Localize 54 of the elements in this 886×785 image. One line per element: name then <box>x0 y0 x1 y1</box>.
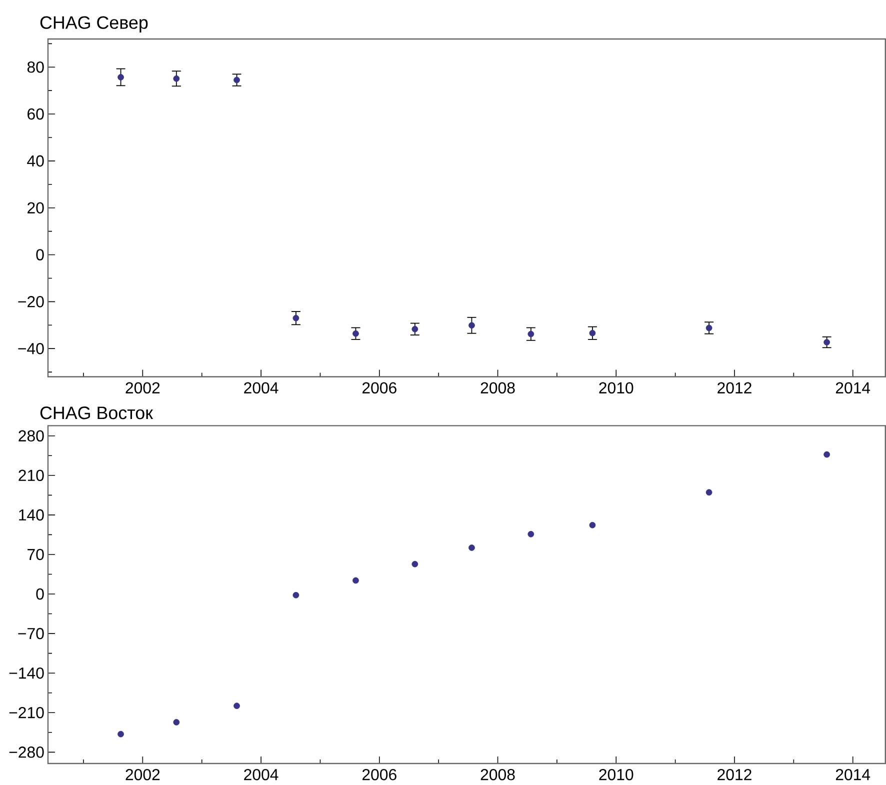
x-tick-label: 2002 <box>126 382 160 394</box>
y-tick-label: 0 <box>36 248 44 260</box>
point <box>352 577 359 584</box>
x-tick-label: 2008 <box>480 768 515 780</box>
y-tick-label: −140 <box>9 667 44 679</box>
y-tick-label: −40 <box>18 342 44 354</box>
x-tick-label: 2008 <box>480 382 515 394</box>
y-tick-label: 80 <box>27 61 44 73</box>
x-tick-label: 2002 <box>126 768 160 780</box>
x-tick-label: 2014 <box>836 768 870 780</box>
point <box>118 730 124 738</box>
y-tick-label: −70 <box>18 628 44 639</box>
x-tick-label: 2012 <box>718 768 752 780</box>
y-tick-label: −280 <box>9 746 44 758</box>
point <box>824 451 830 458</box>
x-tick-label: 2012 <box>718 382 752 394</box>
point <box>528 330 534 338</box>
x-tick-label: 2004 <box>244 382 278 394</box>
chart-title: CHAG Восток <box>40 406 154 419</box>
point <box>468 544 475 551</box>
point <box>589 330 596 336</box>
point <box>412 560 418 568</box>
point <box>412 326 418 332</box>
y-tick-label: 140 <box>19 509 44 520</box>
chart-title: CHAG Север <box>40 16 148 32</box>
x-tick-label: 2006 <box>362 768 396 780</box>
point <box>352 330 359 337</box>
x-tick-label: 2006 <box>362 382 396 394</box>
point <box>173 75 180 82</box>
point <box>292 592 300 598</box>
x-tick-label: 2010 <box>599 768 634 780</box>
y-tick-label: 210 <box>18 470 44 481</box>
y-tick-label: 280 <box>18 430 44 442</box>
point <box>118 74 124 80</box>
y-tick-label: 20 <box>28 202 44 214</box>
y-tick-label: 70 <box>28 548 44 560</box>
y-tick-label: 40 <box>27 155 44 166</box>
x-tick-label: 2004 <box>244 768 278 780</box>
point <box>589 522 596 528</box>
point <box>173 718 180 726</box>
point <box>706 324 712 331</box>
point <box>824 338 830 346</box>
point <box>234 702 240 709</box>
x-tick-label: 2014 <box>836 382 870 394</box>
x-tick-label: 2010 <box>599 382 634 394</box>
y-tick-label: −20 <box>18 296 44 308</box>
point <box>292 314 300 322</box>
y-tick-label: 60 <box>28 108 44 120</box>
point <box>528 530 534 538</box>
point <box>234 76 240 83</box>
point <box>468 322 475 328</box>
y-tick-label: 0 <box>36 588 44 600</box>
point <box>706 488 712 496</box>
y-tick-label: −210 <box>9 706 44 718</box>
